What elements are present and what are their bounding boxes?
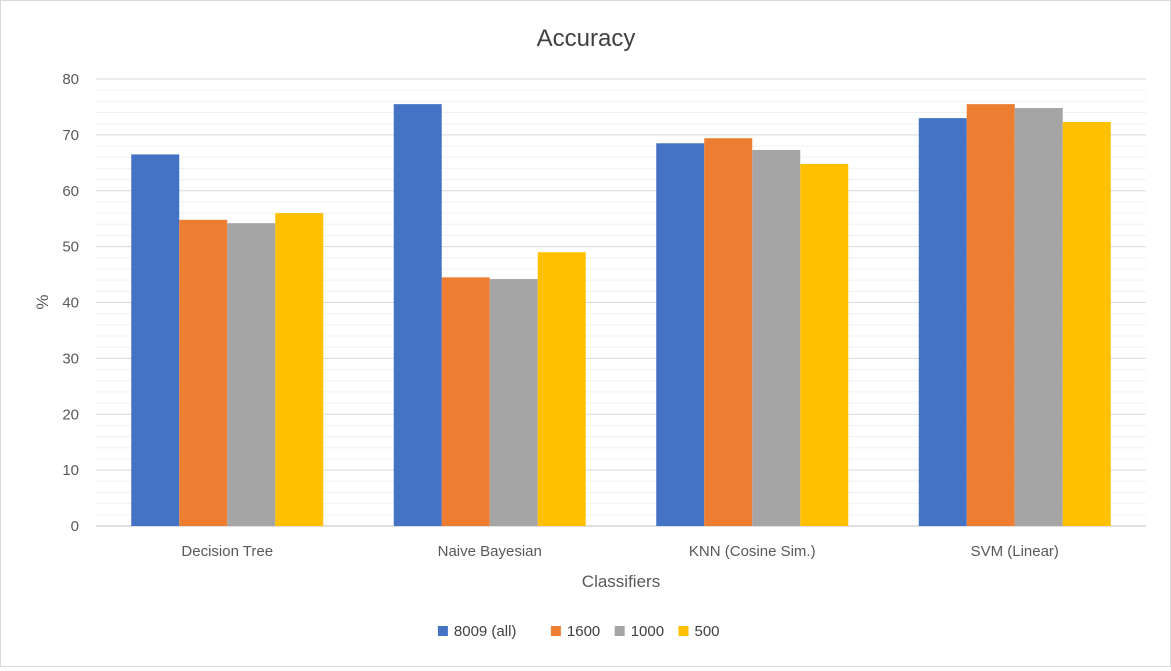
legend-label: 500	[695, 623, 720, 640]
legend: 8009 (all) 1600 1000 500	[437, 623, 720, 640]
x-category-label: KNN (Cosine Sim.)	[689, 543, 816, 560]
bar	[966, 104, 1015, 527]
bar	[1062, 122, 1111, 527]
bar	[441, 277, 490, 526]
y-tick-label: 50	[62, 239, 79, 256]
bar	[537, 252, 586, 526]
y-axis-ticks: 0 10 20 30 40 50 60 70 80	[62, 71, 79, 535]
y-tick-label: 0	[71, 518, 79, 535]
legend-item: 1000	[614, 623, 664, 640]
x-category-label: Naive Bayesian	[438, 543, 542, 560]
y-tick-label: 30	[62, 350, 79, 367]
bar	[918, 118, 967, 527]
bar	[131, 154, 180, 526]
legend-item: 500	[678, 623, 720, 640]
y-tick-label: 10	[62, 462, 79, 479]
legend-item: 8009 (all)	[437, 623, 517, 640]
legend-swatch	[550, 626, 561, 636]
legend-swatch	[678, 626, 689, 636]
bar	[179, 219, 228, 526]
y-tick-label: 80	[62, 71, 79, 88]
bar	[800, 163, 849, 526]
bar	[1014, 108, 1063, 527]
legend-swatch	[614, 626, 625, 636]
y-tick-label: 20	[62, 406, 79, 423]
bar	[275, 213, 324, 526]
y-axis-label: %	[33, 294, 52, 309]
bar	[704, 138, 753, 527]
bars	[131, 104, 1111, 527]
bar	[227, 223, 276, 526]
bar	[752, 149, 801, 526]
legend-label: 8009 (all)	[454, 623, 517, 640]
legend-item: 1600	[550, 623, 600, 640]
bar	[393, 104, 442, 527]
legend-swatch	[437, 626, 448, 636]
legend-label: 1600	[567, 623, 600, 640]
chart-title: Accuracy	[537, 25, 636, 52]
y-tick-label: 70	[62, 127, 79, 144]
x-category-label: Decision Tree	[181, 543, 273, 560]
x-axis-categories: Decision Tree Naive Bayesian KNN (Cosine S…	[181, 543, 1059, 560]
bar	[489, 279, 538, 526]
bar	[656, 143, 705, 526]
x-category-label: SVM (Linear)	[971, 543, 1059, 560]
legend-label: 1000	[631, 623, 664, 640]
x-axis-label: Classifiers	[582, 572, 660, 591]
y-tick-label: 40	[62, 295, 79, 312]
y-tick-label: 60	[62, 183, 79, 200]
